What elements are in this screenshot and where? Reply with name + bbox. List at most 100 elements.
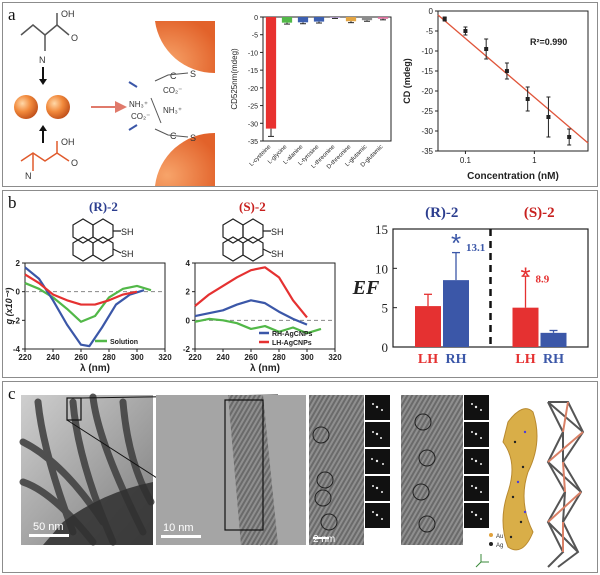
tem-image-4 bbox=[401, 395, 463, 545]
molecule-middle-label: (S)-2 bbox=[239, 199, 266, 214]
fft-column-1 bbox=[365, 395, 390, 528]
x-tick-label: 260 bbox=[244, 353, 258, 362]
y-axis-label: CD (mdeg) bbox=[402, 58, 412, 104]
amino-acid-top bbox=[20, 13, 70, 51]
plot-frame bbox=[437, 10, 589, 152]
x-tick-label: 220 bbox=[188, 353, 202, 362]
x-tick-label: 320 bbox=[328, 353, 342, 362]
sulfur-bottom: S bbox=[190, 133, 196, 143]
x-tick-label: 280 bbox=[102, 353, 116, 362]
y-tick-label: -30 bbox=[248, 121, 258, 128]
y-tick-label: 0 bbox=[186, 316, 191, 325]
series-lh-agcnps bbox=[24, 273, 138, 306]
bar-l-glutamic bbox=[361, 17, 373, 21]
ion-nh3-2: NH₃⁺ bbox=[163, 106, 182, 115]
legend-ag-dot bbox=[489, 542, 493, 546]
molecule-middle: (S)-2 SH SH bbox=[222, 199, 284, 262]
data-point bbox=[463, 29, 468, 33]
y-tick-label: 0 bbox=[429, 7, 434, 16]
legend-rh: RH-AgCNPs bbox=[272, 331, 313, 338]
nitrogen-bottom: N bbox=[25, 171, 32, 181]
x-tick-label: 240 bbox=[216, 353, 230, 362]
series-rh-agcnps bbox=[194, 299, 308, 326]
panel-b: b (R)-2 SH SH (S)-2 SH SH 2 0 -2 -4 220 240 26… bbox=[2, 190, 598, 378]
y-tick-label: -15 bbox=[421, 67, 433, 76]
x-tick-label: RH bbox=[543, 352, 564, 367]
ion-nh3-1: NH₃⁺ bbox=[129, 100, 148, 109]
annotation-r: 13.1 bbox=[466, 242, 485, 254]
y-axis-label: CD525nm(mdeg) bbox=[230, 48, 239, 110]
data-point bbox=[504, 69, 509, 73]
nitrogen-top: N bbox=[39, 55, 46, 65]
legend-au: Au bbox=[496, 534, 503, 540]
y-tick-label: 0 bbox=[382, 340, 389, 355]
thiol-middle-2: SH bbox=[271, 249, 284, 259]
legend-au-dot bbox=[489, 533, 493, 537]
x-tick-label: 220 bbox=[18, 353, 32, 362]
x-axis-label: λ (nm) bbox=[250, 363, 280, 374]
helix-model-frame bbox=[546, 401, 585, 568]
y-tick-label: 0 bbox=[254, 15, 258, 22]
oxygen-bottom: O bbox=[71, 158, 78, 168]
bar-l-tyrosine bbox=[313, 17, 325, 22]
panel-c: c 50 nm bbox=[2, 381, 598, 573]
y-tick-label: -10 bbox=[248, 50, 258, 57]
bar-l-cysteine bbox=[265, 17, 277, 129]
y-tick-label: -2 bbox=[183, 345, 191, 354]
chart-b-right: 0 5 10 15 EF (R)-2 (S)-2 LH RH LH RH * 13.1 * 8.9 bbox=[352, 205, 589, 367]
r-squared-annotation: R²=0.990 bbox=[530, 37, 567, 47]
sulfur-top: S bbox=[190, 69, 196, 79]
thiol-left-1: SH bbox=[121, 227, 134, 237]
fit-line bbox=[437, 14, 589, 144]
thiol-left-2: SH bbox=[121, 249, 134, 259]
x-tick-label: 240 bbox=[46, 353, 60, 362]
scale-label-3: 2 nm bbox=[313, 534, 335, 545]
x-tick-label: 260 bbox=[74, 353, 88, 362]
data-point bbox=[525, 97, 530, 101]
y-tick-label: -30 bbox=[421, 127, 433, 136]
data-point bbox=[442, 17, 447, 21]
y-tick-label: -10 bbox=[421, 47, 433, 56]
y-tick-label: -25 bbox=[421, 107, 433, 116]
series-solution bbox=[194, 317, 322, 335]
y-tick-label: -20 bbox=[421, 87, 433, 96]
carboxyl-oh-bottom: OH bbox=[61, 137, 75, 147]
annotation-s: 8.9 bbox=[536, 273, 550, 285]
bar-lh-s bbox=[512, 307, 539, 347]
schematic-a: OH O N OH O N bbox=[14, 9, 215, 186]
y-tick-label: -35 bbox=[248, 139, 258, 146]
zoom-box-2 bbox=[224, 399, 264, 531]
nanoparticle-left bbox=[14, 95, 38, 119]
large-sphere-bottom bbox=[155, 132, 215, 186]
y-tick-label: -5 bbox=[426, 27, 434, 36]
group-label-r: (R)-2 bbox=[425, 205, 458, 221]
x-tick-label: 280 bbox=[272, 353, 286, 362]
plot-frame bbox=[194, 262, 336, 350]
y-tick-label: -2 bbox=[13, 316, 21, 325]
y-axis-label: g (x10⁻³) bbox=[4, 288, 14, 326]
bar-d-glutamic bbox=[377, 17, 389, 19]
plot-frame bbox=[262, 16, 392, 142]
star-s: * bbox=[520, 262, 530, 292]
bar-d-threonine bbox=[345, 17, 357, 22]
series-solution bbox=[24, 282, 152, 323]
x-tick-label: 300 bbox=[130, 353, 144, 362]
panel-label-c: c bbox=[8, 384, 16, 403]
helix-model-gold bbox=[502, 408, 538, 551]
scale-bar-2 bbox=[161, 535, 201, 538]
data-point bbox=[567, 135, 572, 139]
large-sphere-top bbox=[155, 21, 215, 74]
thiol-middle-1: SH bbox=[271, 227, 284, 237]
bar-lh-r bbox=[415, 306, 441, 347]
amino-acid-bottom bbox=[20, 141, 70, 171]
x-tick-label: LH bbox=[418, 352, 438, 367]
y-tick-label: 4 bbox=[186, 259, 191, 268]
y-axis-label: EF bbox=[352, 277, 380, 299]
y-tick-label: -35 bbox=[421, 147, 433, 156]
plot-frame bbox=[24, 262, 166, 350]
y-tick-label: 5 bbox=[382, 301, 389, 316]
x-tick-label: RH bbox=[446, 352, 467, 367]
y-tick-label: 2 bbox=[16, 259, 21, 268]
star-r: * bbox=[451, 228, 461, 258]
